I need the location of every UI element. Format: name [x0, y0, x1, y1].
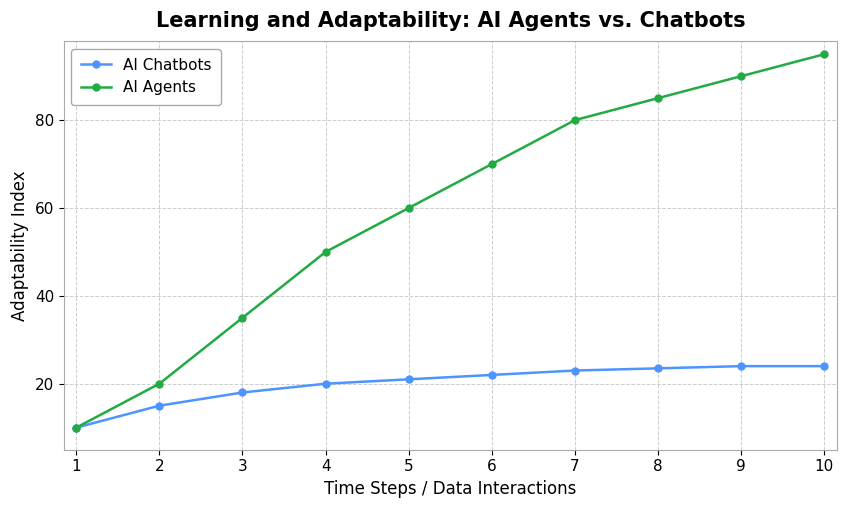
X-axis label: Time Steps / Data Interactions: Time Steps / Data Interactions [324, 480, 577, 498]
AI Chatbots [487, 372, 497, 378]
AI Agents [404, 205, 414, 211]
AI Agents [487, 161, 497, 167]
Legend: AI Chatbots, AI Agents: AI Chatbots, AI Agents [71, 49, 221, 105]
AI Agents [570, 117, 580, 123]
AI Chatbots [154, 403, 165, 409]
Title: Learning and Adaptability: AI Agents vs. Chatbots: Learning and Adaptability: AI Agents vs.… [155, 11, 745, 31]
Line: AI Agents: AI Agents [73, 51, 828, 431]
AI Chatbots [321, 381, 331, 387]
AI Agents [653, 95, 663, 101]
AI Agents [736, 73, 746, 79]
AI Agents [154, 381, 165, 387]
Y-axis label: Adaptability Index: Adaptability Index [11, 170, 29, 321]
AI Agents [321, 249, 331, 255]
AI Agents [71, 425, 81, 431]
AI Chatbots [237, 389, 248, 395]
AI Chatbots [653, 365, 663, 372]
AI Chatbots [71, 425, 81, 431]
AI Chatbots [819, 363, 829, 369]
AI Agents [237, 315, 248, 321]
Line: AI Chatbots: AI Chatbots [73, 362, 828, 431]
AI Agents [819, 51, 829, 57]
AI Chatbots [736, 363, 746, 369]
AI Chatbots [404, 376, 414, 382]
AI Chatbots [570, 367, 580, 374]
